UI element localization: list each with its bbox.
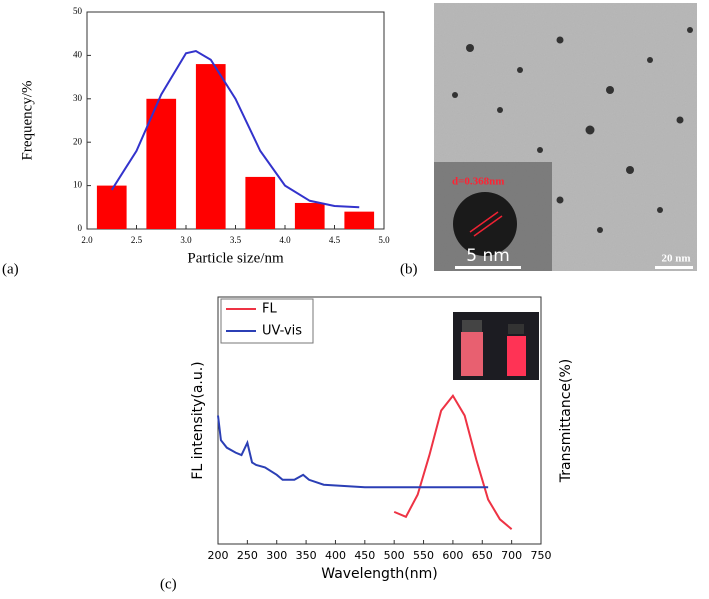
scale-label: 5 nm [466, 246, 510, 266]
y-tick-label: 20 [73, 136, 83, 146]
legend-label: UV-vis [262, 324, 302, 339]
panel-label: (a) [2, 261, 19, 277]
x-tick-label: 250 [237, 549, 258, 562]
tem-image [434, 3, 697, 271]
x-tick-label: 750 [531, 549, 552, 562]
y-tick-label: 10 [73, 180, 83, 190]
y2-axis-label: Transmittance(%) [558, 359, 574, 484]
y-axis-label: FL intensity(a.u.) [190, 361, 206, 479]
x-tick-label: 3.5 [230, 235, 242, 245]
x-tick-label: 2.0 [81, 235, 93, 245]
bar [245, 176, 276, 229]
x-axis-label: Wavelength(nm) [321, 566, 437, 582]
bar [195, 64, 226, 229]
x-tick-label: 4.5 [329, 235, 341, 245]
fit-curve [110, 49, 360, 209]
y-tick-label: 50 [73, 6, 83, 16]
x-tick-label: 300 [266, 549, 287, 562]
x-tick-label: 3.0 [180, 235, 192, 245]
y-tick-label: 40 [73, 49, 83, 59]
y-tick-label: 30 [73, 93, 83, 103]
bar [146, 98, 177, 229]
series-line [393, 394, 513, 530]
vial-photo [453, 312, 539, 380]
bar [96, 185, 127, 229]
x-tick-label: 500 [384, 549, 405, 562]
x-tick-label: 450 [354, 549, 375, 562]
y-tick-label: 0 [78, 223, 83, 233]
panel-label: (b) [400, 261, 418, 277]
x-tick-label: 4.0 [279, 235, 291, 245]
bar [294, 202, 325, 229]
x-tick-label: 600 [442, 549, 463, 562]
x-tick-label: 400 [325, 549, 346, 562]
x-tick-label: 5.0 [378, 235, 390, 245]
scale-label: 20 nm [661, 253, 690, 265]
lattice-label: d=0.368nm [452, 176, 504, 188]
x-tick-label: 350 [296, 549, 317, 562]
bar [344, 211, 375, 229]
y-axis-label: Frequency/% [19, 81, 35, 161]
series-line [217, 415, 489, 489]
x-tick-label: 200 [208, 549, 229, 562]
legend-box [220, 298, 314, 344]
x-tick-label: 550 [413, 549, 434, 562]
x-axis-label: Particle size/nm [187, 250, 284, 266]
panel-label: (c) [160, 576, 177, 592]
x-tick-label: 650 [472, 549, 493, 562]
legend-label: FL [262, 302, 277, 317]
plot-frame [86, 11, 385, 230]
x-tick-label: 2.5 [131, 235, 143, 245]
x-tick-label: 700 [501, 549, 522, 562]
